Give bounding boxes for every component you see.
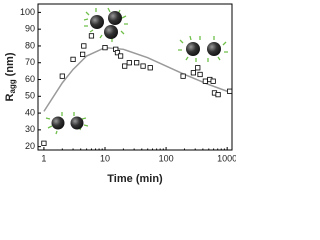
particle-pair: [45, 112, 89, 135]
x-axis-label: Time (min): [107, 173, 163, 185]
y-tick-label: 90: [25, 24, 35, 34]
y-axis-label: Ragg (nm): [4, 52, 17, 101]
data-point: [147, 65, 153, 71]
fit-curve: [43, 46, 233, 112]
plot-frame: [37, 3, 233, 151]
y-tick-label: 50: [25, 91, 35, 101]
particle-illustrations: [45, 7, 228, 135]
y-tick-label: 100: [20, 7, 35, 17]
data-point: [210, 78, 216, 84]
data-point: [202, 78, 208, 84]
y-label-sub: agg: [8, 79, 17, 93]
y-label-unit: (nm): [4, 52, 16, 76]
data-point: [59, 73, 65, 79]
y-tick-label: 30: [25, 124, 35, 134]
particle-cluster: [83, 7, 128, 42]
data-point: [195, 65, 201, 71]
particle-cluster: [178, 35, 228, 62]
data-point: [180, 73, 186, 79]
data-point: [81, 43, 87, 49]
y-tick-label: 60: [25, 74, 35, 84]
data-point: [140, 63, 146, 69]
x-tick-label: 100: [159, 153, 174, 163]
data-point: [41, 140, 47, 146]
y-label-main: R: [4, 94, 16, 102]
data-point: [117, 53, 124, 59]
data-point: [102, 45, 108, 51]
x-tick-label: 1: [41, 153, 46, 163]
data-point: [126, 60, 132, 66]
data-point: [190, 70, 196, 76]
x-tick-label: 1000: [217, 153, 236, 163]
data-point: [197, 71, 203, 78]
data-point: [88, 33, 95, 39]
data-point: [80, 51, 86, 57]
y-tick-label: 80: [25, 40, 35, 50]
y-tick-label: 20: [25, 141, 35, 151]
y-tick-label: 40: [25, 107, 35, 117]
data-point: [227, 88, 233, 94]
x-tick-label: 10: [100, 153, 110, 163]
data-point: [134, 60, 140, 66]
y-tick-label: 70: [25, 57, 35, 67]
data-point: [70, 56, 76, 62]
data-point: [122, 63, 128, 69]
data-point: [215, 92, 221, 98]
data-point: [114, 50, 121, 56]
